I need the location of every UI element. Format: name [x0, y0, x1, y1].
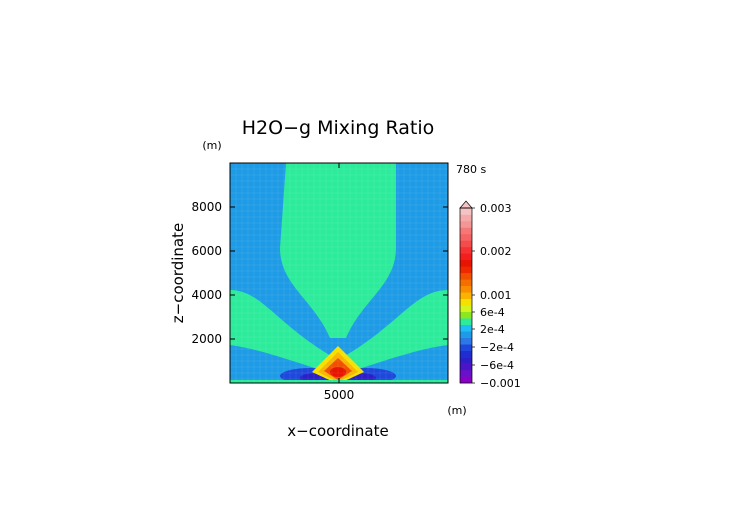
- colorbar-swatch: [460, 350, 472, 358]
- colorbar-swatch: [460, 272, 472, 280]
- central-plume: [280, 163, 396, 338]
- colorbar-label: 0.002: [480, 245, 512, 258]
- grid-lines: [230, 163, 448, 383]
- colorbar-label: −0.001: [480, 377, 521, 390]
- colorbar-swatch: [460, 246, 472, 254]
- x-axis-label: x−coordinate: [287, 422, 388, 440]
- max-core: [330, 367, 346, 377]
- colorbar-swatch: [460, 285, 472, 293]
- y-axis-unit: (m): [202, 139, 221, 152]
- time-label: 780 s: [456, 163, 486, 176]
- colorbar-extend-arrow: [459, 200, 473, 209]
- colorbar-swatch: [460, 305, 472, 313]
- colorbar-swatch: [460, 240, 472, 248]
- colorbar: 0.003 0.002 0.001 6e-4 2e-4 −2e-4 −6e-4 −0.001: [459, 200, 521, 390]
- y-tick-label: 8000: [191, 200, 222, 214]
- colorbar-swatch: [460, 292, 472, 300]
- colorbar-label: 0.001: [480, 289, 512, 302]
- x-tick-label: 5000: [324, 388, 355, 402]
- colorbar-label: 6e-4: [480, 306, 505, 319]
- colorbar-swatch: [460, 279, 472, 287]
- y-tick-label: 2000: [191, 332, 222, 346]
- colorbar-swatch: [460, 337, 472, 345]
- colorbar-swatch: [460, 259, 472, 267]
- colorbar-swatch: [460, 363, 472, 371]
- colorbar-frame: [459, 207, 473, 384]
- colorbar-swatch: [460, 344, 472, 351]
- colorbar-swatch: [460, 227, 472, 235]
- chart-title: H2O−g Mixing Ratio: [242, 117, 434, 139]
- colorbar-swatch: [460, 318, 472, 325]
- y-ticks: 2000 4000 6000 8000: [191, 200, 448, 346]
- y-tick-label: 6000: [191, 244, 222, 258]
- colorbar-swatch: [460, 357, 472, 364]
- colorbar-swatch: [460, 311, 472, 319]
- colorbar-swatch: [460, 370, 472, 377]
- side-plumes: [230, 290, 448, 375]
- colorbar-label: −2e-4: [480, 341, 514, 354]
- colorbar-label: 2e-4: [480, 323, 505, 336]
- y-tick-label: 4000: [191, 288, 222, 302]
- x-ticks: 5000: [324, 163, 355, 402]
- colorbar-swatch: [460, 233, 472, 241]
- colorbar-swatch: [460, 253, 472, 261]
- colorbar-swatch: [460, 220, 472, 228]
- colorbar-swatch: [460, 376, 472, 384]
- colorbar-swatch: [460, 331, 472, 338]
- x-axis-unit: (m): [447, 404, 466, 417]
- colorbar-swatch: [460, 266, 472, 274]
- colorbar-swatch: [460, 298, 472, 306]
- colorbar-swatch: [460, 208, 472, 215]
- colorbar-swatch: [460, 324, 472, 332]
- colorbar-label: 0.003: [480, 202, 512, 215]
- plot-area: [230, 163, 448, 383]
- colorbar-swatch: [460, 214, 472, 222]
- y-axis-label: z−coordinate: [169, 223, 187, 323]
- colorbar-label: −6e-4: [480, 359, 514, 372]
